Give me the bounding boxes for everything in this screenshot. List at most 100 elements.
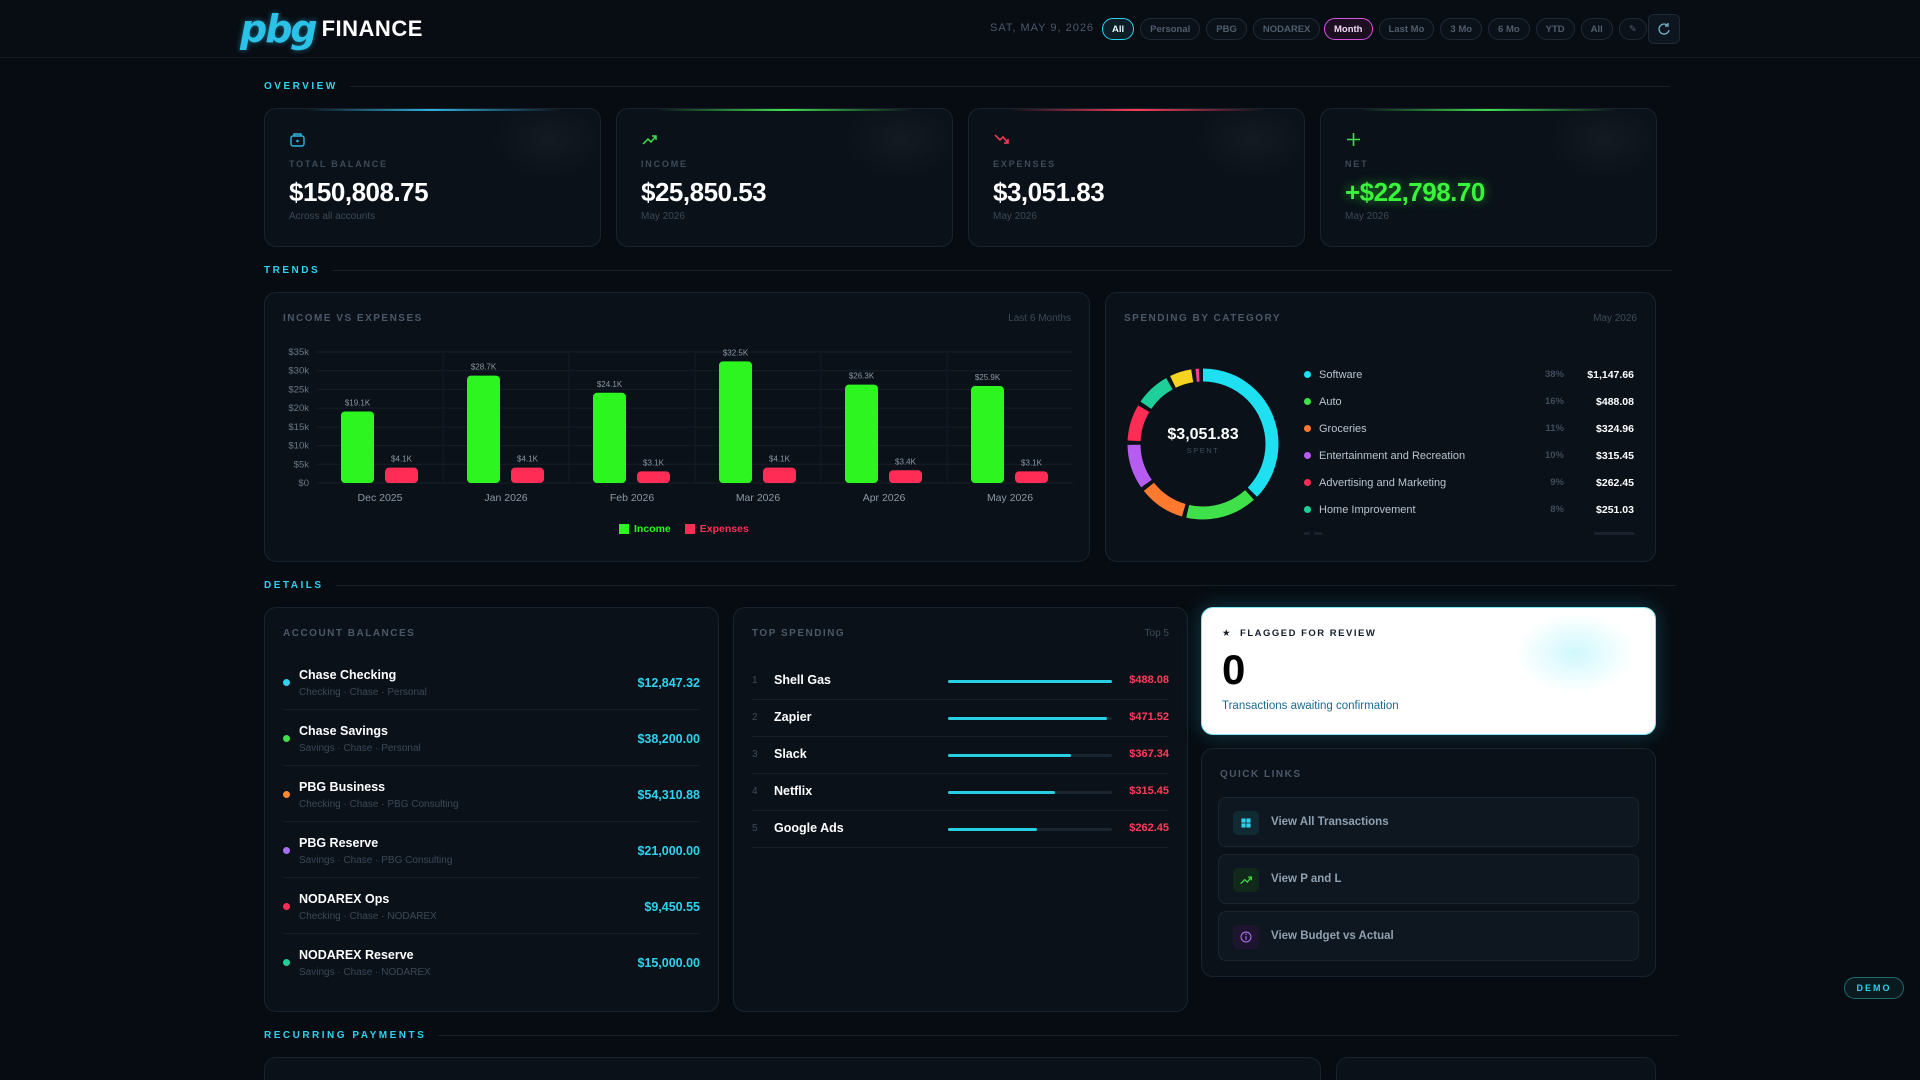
refresh-button[interactable] — [1648, 14, 1680, 44]
income-bar[interactable] — [971, 386, 1004, 483]
account-meta: Checking · Chase · PBG Consulting — [299, 799, 459, 810]
filter-pill-month[interactable]: Month — [1324, 18, 1373, 40]
category-row[interactable]: Entertainment and Recreation 10% $315.45 — [1304, 442, 1634, 469]
donut-segment[interactable] — [1127, 368, 1279, 520]
legend-expenses[interactable]: Expenses — [684, 523, 749, 535]
category-amount: $1,147.66 — [1587, 368, 1634, 381]
income-bar[interactable] — [467, 375, 500, 483]
top-spending-row[interactable]: 5 Google Ads $262.45 — [752, 811, 1169, 848]
income-chart-title: INCOME VS EXPENSES — [283, 313, 423, 324]
expense-bar[interactable] — [889, 470, 922, 483]
section-recurring-label: RECURRING PAYMENTS — [264, 1030, 427, 1041]
income-data-label: $32.5K — [723, 348, 749, 357]
filter-pill-all[interactable]: All — [1102, 18, 1135, 40]
income-bar[interactable] — [593, 392, 626, 483]
top-spending-row[interactable]: 1 Shell Gas $488.08 — [752, 663, 1169, 700]
recurring-summary-card — [1336, 1057, 1656, 1080]
stat-card-income[interactable]: INCOME $25,850.53 May 2026 — [616, 108, 953, 247]
category-row[interactable]: Groceries 11% $324.96 — [1304, 415, 1634, 442]
account-color-dot — [283, 735, 290, 742]
account-balance: $38,200.00 — [637, 732, 700, 746]
income-data-label: $28.7K — [471, 363, 497, 372]
demo-badge: DEMO — [1844, 977, 1904, 999]
income-bar[interactable] — [341, 411, 374, 483]
spending-by-category-card: SPENDING BY CATEGORY May 2026 $3,051.83 … — [1105, 292, 1656, 562]
account-meta: Savings · Chase · Personal — [299, 743, 421, 754]
flagged-for-review-card[interactable]: ★ FLAGGED FOR REVIEW 0 Transactions awai… — [1201, 607, 1656, 735]
account-row[interactable]: PBG Reserve Savings · Chase · PBG Consult… — [283, 822, 700, 878]
period-filter-group: Month Last Mo 3 Mo 6 Mo YTD All ✎ — [1324, 18, 1647, 40]
top-spending-row[interactable]: 3 Slack $367.34 — [752, 737, 1169, 774]
expense-bar[interactable] — [385, 467, 418, 483]
app-logo[interactable]: pbg FINANCE — [240, 10, 423, 48]
x-tick-label: Feb 2026 — [610, 492, 655, 504]
account-meta: Checking · Chase · Personal — [299, 687, 427, 698]
category-row[interactable]: Advertising and Marketing 9% $262.45 — [1304, 469, 1634, 496]
filter-pill-ytd[interactable]: YTD — [1535, 18, 1575, 40]
category-percent: 11% — [1545, 423, 1565, 434]
category-percent: 16% — [1544, 396, 1564, 407]
filter-pill-nodarex[interactable]: NODAREX — [1252, 18, 1321, 40]
stat-subtitle: Across all accounts — [289, 211, 376, 222]
quick-links-title: QUICK LINKS — [1220, 769, 1302, 780]
quick-link-label: View All Transactions — [1271, 816, 1389, 828]
category-amount: $315.45 — [1596, 449, 1634, 462]
stat-card-net[interactable]: NET +$22,798.70 May 2026 — [1320, 108, 1657, 247]
grid-icon — [1233, 811, 1259, 835]
quick-link-label: View P and L — [1271, 873, 1342, 885]
section-details: DETAILS — [264, 580, 1676, 591]
expense-bar[interactable] — [637, 471, 670, 483]
account-meta: Savings · Chase · PBG Consulting — [299, 855, 453, 866]
income-bar[interactable] — [719, 361, 752, 483]
y-tick-label: $25k — [288, 384, 309, 395]
stat-card-expenses[interactable]: EXPENSES $3,051.83 May 2026 — [968, 108, 1305, 247]
account-row[interactable]: Chase Checking Checking · Chase · Persona… — [283, 654, 700, 710]
account-balance: $54,310.88 — [637, 788, 700, 802]
y-tick-label: $15k — [288, 422, 309, 433]
flagged-count: 0 — [1222, 646, 1246, 693]
filter-pill-6-mo[interactable]: 6 Mo — [1488, 18, 1530, 40]
top-spending-row[interactable]: 4 Netflix $315.45 — [752, 774, 1169, 811]
category-row[interactable]: Software 38% $1,147.66 — [1304, 361, 1634, 388]
account-row[interactable]: NODAREX Reserve Savings · Chase · NODAREX… — [283, 934, 700, 990]
category-name: Auto — [1319, 395, 1342, 408]
category-row[interactable]: Auto 16% $488.08 — [1304, 388, 1634, 415]
filter-pill-last-mo[interactable]: Last Mo — [1378, 18, 1435, 40]
account-color-dot — [283, 903, 290, 910]
expense-bar[interactable] — [1015, 471, 1048, 483]
filter-pill-personal[interactable]: Personal — [1140, 18, 1201, 40]
filter-pill-all[interactable]: All — [1580, 18, 1613, 40]
trend-up-icon — [1233, 868, 1259, 892]
account-row[interactable]: PBG Business Checking · Chase · PBG Consu… — [283, 766, 700, 822]
stat-value: $150,808.75 — [289, 177, 429, 207]
filter-pill--[interactable]: ✎ — [1618, 18, 1647, 40]
income-chart-range[interactable]: Last 6 Months — [1008, 313, 1071, 324]
legend-income[interactable]: Income — [619, 523, 671, 535]
quick-link-view-budget-vs-actual[interactable]: View Budget vs Actual — [1218, 911, 1639, 961]
account-name: NODAREX Ops — [299, 892, 390, 906]
account-balance: $9,450.55 — [644, 900, 700, 914]
quick-link-view-all-transactions[interactable]: View All Transactions — [1218, 797, 1639, 847]
trend-down-icon — [993, 131, 1010, 153]
quick-link-view-p-and-l[interactable]: View P and L — [1218, 854, 1639, 904]
current-date: SAT, MAY 9, 2026 — [990, 22, 1095, 34]
income-bar[interactable] — [845, 384, 878, 483]
income-data-label: $26.3K — [849, 372, 875, 381]
stat-label: NET — [1345, 159, 1369, 169]
filter-pill-3-mo[interactable]: 3 Mo — [1440, 18, 1483, 40]
expense-data-label: $4.1K — [769, 455, 791, 464]
category-row[interactable]: Home Improvement 8% $251.03 — [1304, 496, 1634, 523]
category-color-dot — [1304, 452, 1311, 459]
filter-pill-pbg[interactable]: PBG — [1206, 18, 1247, 40]
stat-card-total-balance[interactable]: TOTAL BALANCE $150,808.75 Across all accou… — [264, 108, 601, 247]
expense-bar[interactable] — [511, 467, 544, 483]
expense-bar[interactable] — [763, 467, 796, 483]
account-row[interactable]: Chase Savings Savings · Chase · Personal $… — [283, 710, 700, 766]
spending-bar-track — [948, 680, 1112, 683]
y-tick-label: $35k — [288, 347, 309, 358]
donut-segment[interactable] — [1127, 368, 1279, 520]
account-row[interactable]: NODAREX Ops Checking · Chase · NODAREX $9,… — [283, 878, 700, 934]
spending-bar-track — [948, 717, 1112, 720]
top-spending-row[interactable]: 2 Zapier $471.52 — [752, 700, 1169, 737]
merchant-amount: $488.08 — [1129, 674, 1169, 686]
